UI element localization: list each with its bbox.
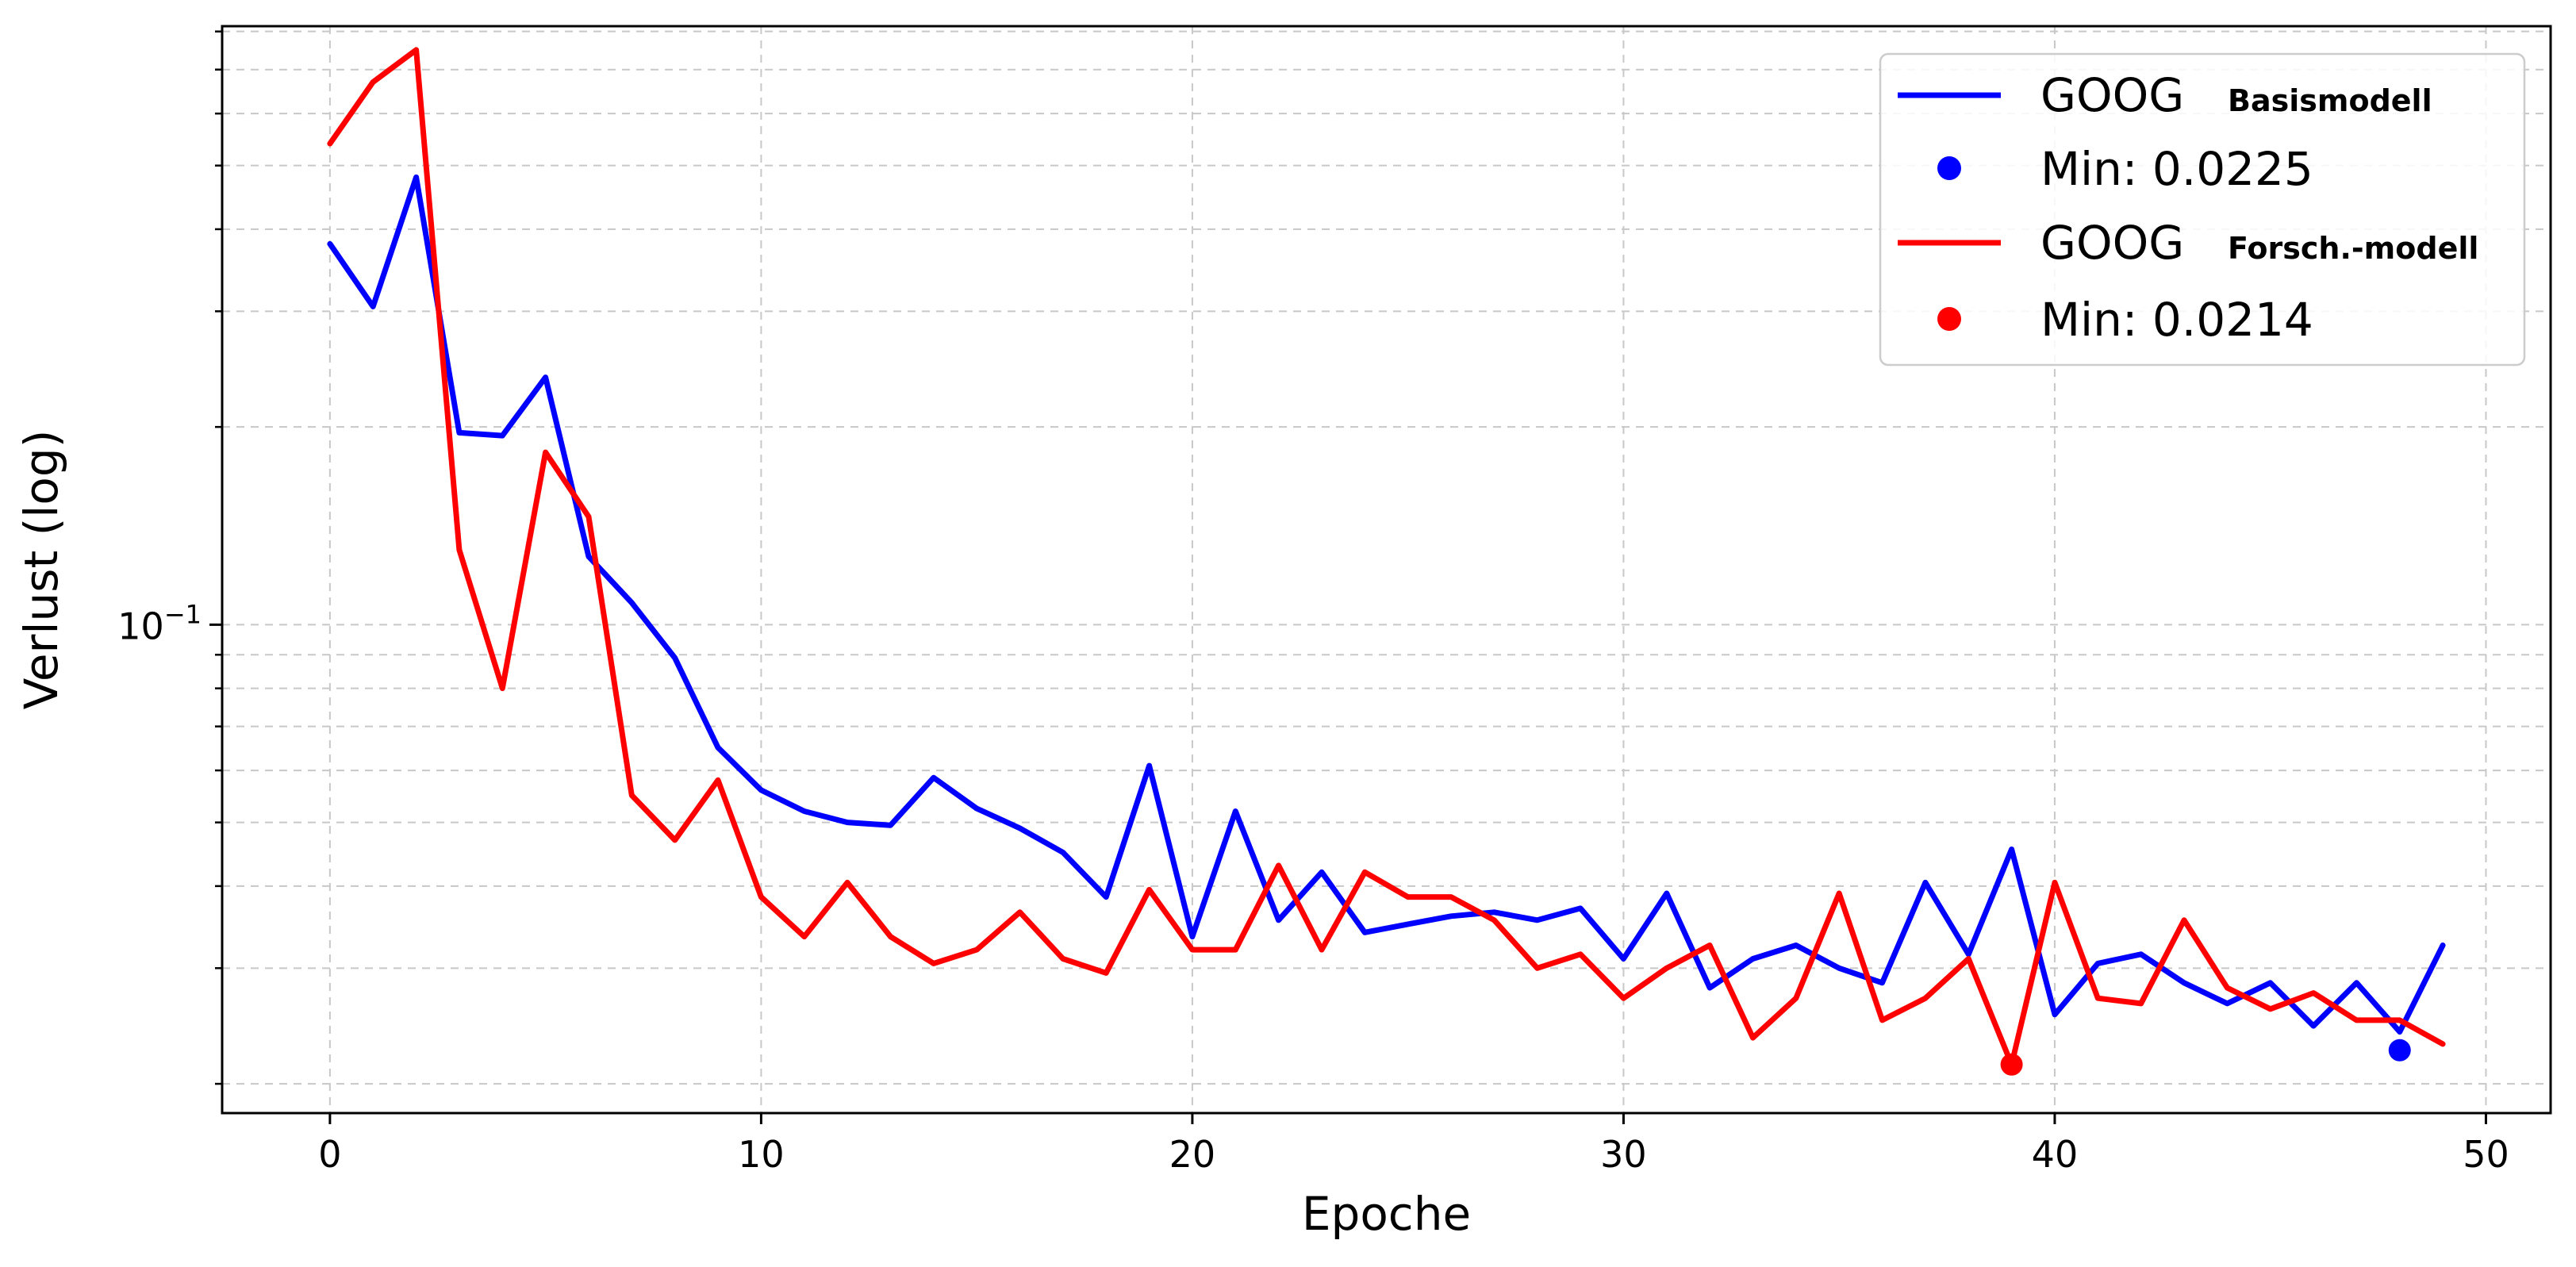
x-tick-label: 50 (2463, 1133, 2509, 1176)
legend-name-basismodell: GOOG (2040, 68, 2184, 122)
y-axis-label: Verlust (log) (14, 430, 68, 710)
grid (222, 26, 2551, 1113)
series-layer (327, 47, 2446, 1068)
legend: GOOG Basismodell Min: 0.0225 GOOG Forsch.-mo… (1879, 52, 2526, 367)
x-axis-label: Epoche (1302, 1187, 1471, 1241)
x-axis: 0 10 20 30 40 50 (318, 1113, 2509, 1176)
legend-min-basismodell: Min: 0.0225 (2040, 142, 2313, 196)
x-tick-label: 20 (1169, 1133, 1216, 1176)
x-tick-label: 30 (1600, 1133, 1647, 1176)
legend-subname-basismodell: Basismodell (2228, 83, 2432, 118)
min-point-forschmodell (2000, 1053, 2023, 1076)
legend-box (1879, 52, 2526, 367)
legend-marker-forschmodell (1937, 307, 1961, 331)
legend-subname-forschmodell: Forsch.-modell (2228, 231, 2478, 266)
legend-min-forschmodell: Min: 0.0214 (2040, 293, 2313, 347)
y-tick-label: 10−1 (117, 599, 202, 647)
x-tick-label: 10 (738, 1133, 785, 1176)
min-markers (2000, 1039, 2411, 1076)
series-line-forschmodell (327, 47, 2446, 1068)
x-tick-label: 0 (318, 1133, 341, 1176)
x-tick-label: 40 (2032, 1133, 2079, 1176)
legend-name-forschmodell: GOOG (2040, 216, 2184, 270)
legend-marker-basismodell (1937, 156, 1961, 180)
y-axis: 10−1 (117, 30, 222, 1085)
min-point-basismodell (2388, 1039, 2411, 1062)
plot-frame (221, 25, 2552, 1115)
